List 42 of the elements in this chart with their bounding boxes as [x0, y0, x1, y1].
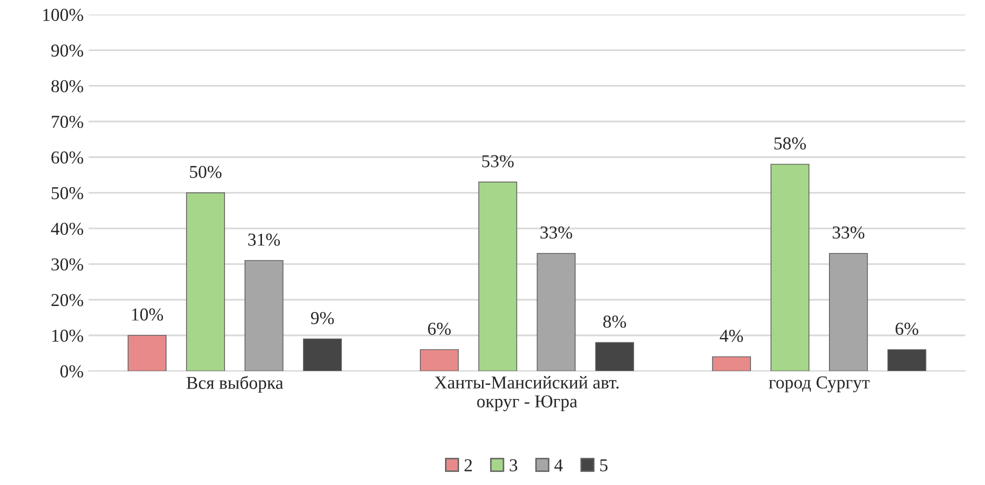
y-tick-label: 30% — [52, 258, 84, 271]
x-tick-label: Вся выборка — [186, 376, 284, 393]
bar — [712, 356, 751, 372]
x-tick-label: город Сургут — [768, 376, 870, 392]
text: 10% — [132, 308, 164, 321]
y-tick-label: 60% — [51, 151, 84, 164]
text: 50% — [190, 166, 222, 178]
legend-label: 2 — [464, 459, 472, 472]
legend-label: 5 — [600, 459, 608, 472]
bar — [536, 252, 576, 372]
text: 6% — [896, 322, 918, 335]
bar — [770, 164, 810, 372]
legend-label: 4 — [554, 459, 563, 472]
y-tick-label: 0% — [60, 365, 84, 378]
bar — [244, 260, 284, 372]
text: 8% — [603, 316, 626, 328]
text: 53% — [482, 155, 514, 168]
y-tick-label: 100% — [43, 8, 84, 22]
bar — [478, 182, 518, 372]
text: 33% — [540, 226, 572, 239]
bar — [595, 342, 634, 372]
y-tick-label: 20% — [51, 294, 84, 306]
bar — [887, 349, 926, 372]
x-tick-label: Ханты-Мансийский авт. округ - Югра — [434, 376, 619, 412]
bar — [128, 334, 167, 372]
bar — [303, 338, 342, 372]
text: 6% — [428, 322, 451, 335]
y-tick-label: 70% — [52, 116, 84, 128]
y-tick-label: 10% — [52, 330, 84, 342]
y-tick-label: 40% — [51, 222, 84, 235]
text: 31% — [248, 234, 280, 246]
legend-label: 3 — [510, 459, 518, 472]
bar — [829, 252, 868, 372]
bar — [186, 192, 225, 372]
text: 33% — [832, 226, 864, 239]
text: 4% — [720, 330, 743, 342]
bar — [420, 349, 459, 372]
y-tick-label: 90% — [51, 44, 84, 57]
text: 58% — [774, 137, 806, 150]
y-tick-label: 50% — [52, 187, 84, 200]
text: 9% — [310, 312, 334, 324]
y-tick-label: 80% — [51, 80, 84, 92]
